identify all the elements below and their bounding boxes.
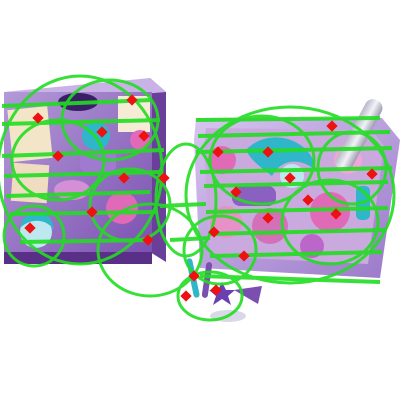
box-footer-strip	[4, 252, 152, 264]
toy-item	[210, 206, 242, 238]
tracking-marker	[180, 290, 192, 302]
fan-piece	[234, 286, 262, 304]
tracking-ellipse	[2, 204, 66, 268]
tracking-ellipse	[154, 142, 218, 258]
tracking-strokes	[1, 98, 393, 284]
tracking-ellipse	[96, 202, 204, 298]
teal-character	[246, 137, 316, 176]
tracking-ellipse	[182, 214, 258, 286]
tracking-overlay	[0, 74, 396, 322]
tracking-ellipse	[280, 178, 380, 266]
toy-item	[310, 192, 350, 232]
tracking-ellipse	[10, 118, 106, 202]
tracking-ellipse	[184, 105, 396, 285]
character-hair	[20, 211, 54, 230]
left-box-side	[150, 78, 166, 262]
toy-item	[252, 208, 288, 244]
tracking-ellipse	[176, 270, 244, 322]
tracking-ellipse	[208, 114, 316, 206]
star-piece	[209, 282, 235, 305]
